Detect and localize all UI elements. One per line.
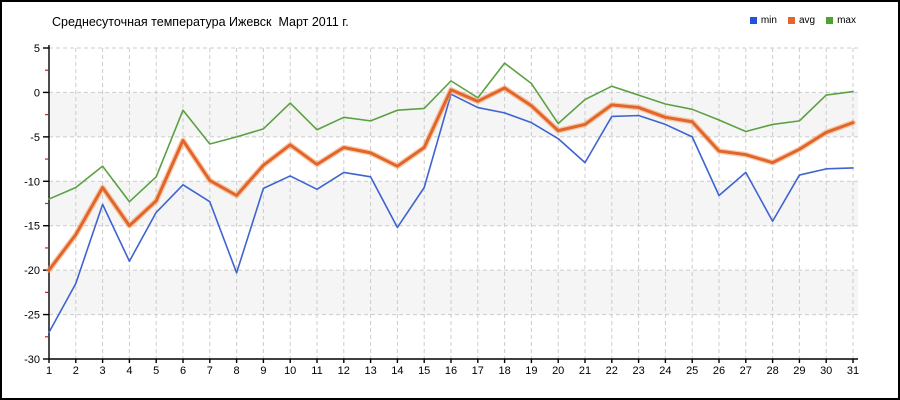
svg-text:13: 13 bbox=[364, 365, 376, 377]
svg-text:-5: -5 bbox=[30, 132, 40, 144]
svg-text:23: 23 bbox=[632, 365, 644, 377]
svg-text:12: 12 bbox=[338, 365, 350, 377]
legend-swatch-max-icon bbox=[826, 17, 834, 24]
legend-label-avg: avg bbox=[798, 15, 816, 26]
series-max bbox=[48, 62, 854, 203]
svg-text:1: 1 bbox=[46, 365, 52, 377]
legend-label-min: min bbox=[760, 15, 777, 26]
x-axis-labels: 1 2 3 4 5 6 7 8 9 10 11 12 13 14 15 16 17 18 19 20 21 22 23 24 2… bbox=[46, 365, 859, 377]
svg-text:25: 25 bbox=[686, 365, 698, 377]
svg-text:11: 11 bbox=[311, 365, 322, 377]
y-axis-minor-ticks bbox=[45, 69, 48, 338]
legend-label-max: max bbox=[837, 15, 856, 26]
svg-text:-30: -30 bbox=[24, 354, 40, 366]
svg-text:17: 17 bbox=[472, 365, 484, 377]
svg-text:2: 2 bbox=[73, 365, 79, 377]
legend-item-avg: avg bbox=[787, 15, 816, 26]
svg-text:18: 18 bbox=[498, 365, 510, 377]
svg-text:29: 29 bbox=[793, 365, 805, 377]
svg-text:15: 15 bbox=[418, 365, 430, 377]
svg-text:24: 24 bbox=[659, 365, 671, 377]
svg-text:6: 6 bbox=[180, 365, 186, 377]
svg-text:21: 21 bbox=[579, 365, 591, 377]
svg-text:31: 31 bbox=[847, 365, 859, 377]
plot-bands bbox=[49, 92, 858, 315]
axes bbox=[43, 45, 858, 363]
legend-swatch-avg-icon bbox=[787, 17, 795, 24]
svg-text:10: 10 bbox=[284, 365, 296, 377]
svg-text:3: 3 bbox=[100, 365, 106, 377]
legend: min avg max bbox=[749, 15, 856, 26]
svg-text:22: 22 bbox=[606, 365, 618, 377]
svg-text:-25: -25 bbox=[24, 310, 40, 322]
svg-text:30: 30 bbox=[820, 365, 832, 377]
svg-text:5: 5 bbox=[153, 365, 159, 377]
svg-text:-15: -15 bbox=[24, 221, 40, 233]
svg-text:7: 7 bbox=[207, 365, 213, 377]
y-axis-labels: 5 0 -5 -10 -15 -20 -25 -30 bbox=[24, 43, 40, 366]
chart-title: Среднесуточная температура Ижевск Март 2… bbox=[52, 15, 349, 29]
svg-text:0: 0 bbox=[34, 87, 40, 99]
svg-text:27: 27 bbox=[740, 365, 752, 377]
legend-item-min: min bbox=[749, 15, 777, 26]
svg-text:26: 26 bbox=[713, 365, 725, 377]
legend-item-max: max bbox=[826, 15, 856, 26]
svg-text:19: 19 bbox=[525, 365, 537, 377]
legend-swatch-min-icon bbox=[749, 17, 757, 24]
svg-text:28: 28 bbox=[766, 365, 778, 377]
svg-text:9: 9 bbox=[260, 365, 266, 377]
svg-text:8: 8 bbox=[234, 365, 240, 377]
svg-text:16: 16 bbox=[445, 365, 457, 377]
series-avg bbox=[46, 85, 856, 273]
svg-text:14: 14 bbox=[391, 365, 403, 377]
svg-text:20: 20 bbox=[552, 365, 564, 377]
svg-text:5: 5 bbox=[34, 43, 40, 55]
svg-text:-20: -20 bbox=[24, 265, 40, 277]
svg-text:-10: -10 bbox=[24, 176, 40, 188]
svg-text:4: 4 bbox=[126, 365, 132, 377]
